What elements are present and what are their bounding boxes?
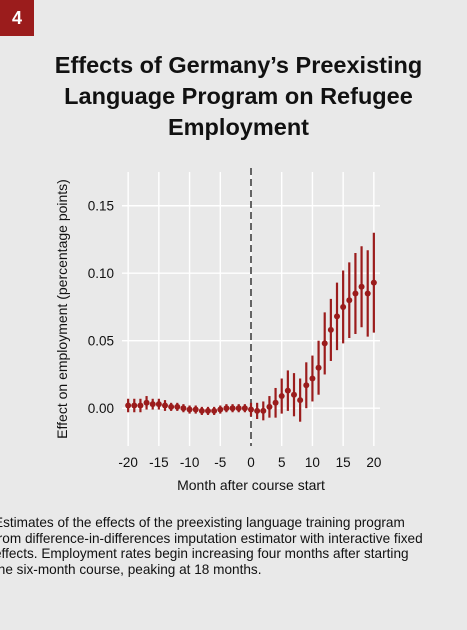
x-tick-label: -20 [118,455,138,470]
estimate-point [303,382,310,389]
x-tick-label: -15 [149,455,169,470]
estimate-point [180,405,187,412]
caption-line-4: the six-month course, peaking at 18 mont… [0,561,262,577]
caption-line-1: Estimates of the effects of the preexist… [0,515,405,530]
figure-number-badge: 4 [0,0,34,36]
estimate-point [352,290,359,297]
estimate-point [125,402,132,409]
estimate-point [278,393,285,400]
y-tick-label: 0.10 [88,266,114,281]
estimate-point [370,279,377,286]
estimate-point [340,303,347,310]
estimate-point [137,402,144,409]
estimate-point [272,399,279,406]
title-line-2: Language Program on Refugee [64,83,413,109]
y-tick-label: 0.15 [88,199,114,214]
estimate-point [346,297,353,304]
x-tick-label: 20 [366,455,381,470]
estimate-point [131,402,138,409]
estimate-point [223,405,230,412]
estimate-point [149,401,156,408]
estimate-point [217,406,224,413]
estimate-point [334,313,340,320]
estimate-point [211,407,218,414]
figure-caption: Estimates of the effects of the preexist… [0,515,467,577]
estimate-point [284,387,291,394]
event-study-chart: 0.00 0.05 0.10 0.15 -20 -15 -10 -5 0 5 10 15 20 Month… [54,168,381,493]
y-axis-label: Effect on employment (percentage points) [54,179,70,439]
estimate-point [241,405,248,412]
estimate-point [155,401,162,408]
estimate-point [192,406,199,413]
y-tick-label: 0.00 [88,401,114,416]
x-tick-label: -10 [180,455,200,470]
x-tick-label: 10 [305,455,320,470]
estimate-point [205,407,211,414]
x-tick-label: -5 [214,455,226,470]
estimate-point [254,407,261,414]
estimate-point [297,397,304,404]
estimate-point [235,405,242,412]
estimate-point [174,403,181,410]
estimate-point [291,391,297,398]
estimate-point [266,403,273,410]
estimate-point [315,364,322,371]
estimate-point [260,407,267,414]
estimate-point [168,403,175,410]
title-line-3: Employment [167,114,310,140]
x-axis-label: Month after course start [177,477,325,493]
estimate-point [186,406,193,413]
estimate-point [248,406,254,413]
estimate-point [198,407,205,414]
y-tick-label: 0.05 [88,334,114,349]
estimate-point [358,283,365,290]
x-tick-label: 5 [278,455,286,470]
estimate-point [321,340,328,347]
estimate-point [143,399,150,406]
estimate-point [162,402,168,409]
x-tick-label: 0 [247,455,255,470]
estimate-point [364,290,371,297]
x-tick-label: 15 [336,455,351,470]
estimate-point [309,375,316,382]
chart-title: Effects of Germany’s Preexisting Languag… [20,50,457,143]
estimate-point [229,405,236,412]
caption-line-3: effects. Employment rates begin increasi… [0,546,409,561]
caption-line-2: from difference-in-differences imputatio… [0,530,423,546]
estimate-point [327,326,334,333]
title-line-1: Effects of Germany’s Preexisting [54,52,423,78]
